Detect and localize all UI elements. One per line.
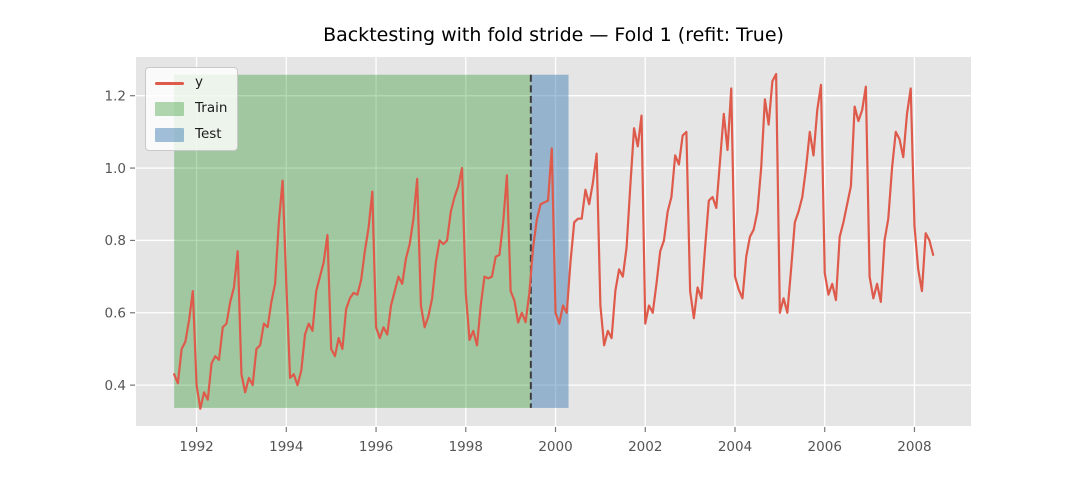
legend-item-test: Test: [155, 125, 227, 145]
legend-item-y: y: [155, 73, 227, 93]
x-tick-label: 1996: [359, 439, 393, 455]
legend-line-swatch: [155, 81, 184, 85]
x-tick-label: 2008: [897, 439, 931, 455]
y-tick-label: 0.4: [105, 378, 126, 394]
legend-label: y: [195, 74, 203, 91]
legend-patch-swatch: [155, 128, 184, 142]
legend-item-train: Train: [155, 99, 227, 119]
y-tick-label: 0.8: [105, 233, 126, 249]
page-title: Backtesting with fold stride — Fold 1 (r…: [323, 24, 784, 46]
y-tick-label: 1.0: [105, 161, 126, 177]
y-tick-label: 1.2: [105, 89, 126, 105]
x-tick-label: 2006: [808, 439, 842, 455]
x-tick-label: 2004: [718, 439, 752, 455]
legend-label: Train: [195, 100, 228, 117]
legend-label: Test: [195, 126, 222, 143]
x-tick-label: 1992: [179, 439, 213, 455]
series-line-y: [173, 72, 935, 410]
x-tick-label: 1998: [449, 439, 483, 455]
legend-box: y Train Test: [145, 67, 239, 151]
x-tick-label: 2002: [628, 439, 662, 455]
test-region: [530, 74, 569, 408]
x-tick-label: 2000: [538, 439, 572, 455]
legend-patch-swatch: [155, 102, 184, 116]
y-tick-label: 0.6: [105, 306, 126, 322]
x-tick-label: 1994: [269, 439, 303, 455]
